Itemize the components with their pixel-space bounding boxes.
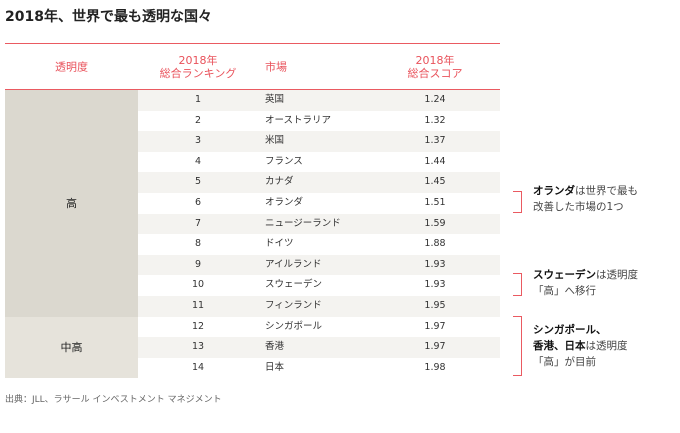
rank-cell: 11 [191,299,205,311]
market-cell: アイルランド [265,258,322,270]
market-cell: ドイツ [265,238,294,250]
rank-cell: 3 [194,135,202,147]
market-cell: カナダ [265,176,294,188]
market-cell: オランダ [265,196,304,208]
table-body: 高 中高 1 英国 1.24 2 オーストラリア 1.32 3 米国 1.37 4 フランス 1.44… [5,90,500,379]
group-mid-high: 中高 [5,316,138,379]
header-market: 市場 [265,60,287,73]
rank-cell: 10 [191,279,205,291]
table-header: 透明度 2018年 総合ランキング 市場 2018年 総合スコア [5,43,500,90]
transparency-table: 透明度 2018年 総合ランキング 市場 2018年 総合スコア 高 中高 1 英国 1… [5,43,500,379]
score-cell: 1.24 [424,94,446,105]
rank-cell: 2 [194,114,202,126]
market-cell: スウェーデン [265,279,323,291]
market-cell: フランス [265,155,303,167]
rank-cell: 9 [194,258,202,270]
score-cell: 1.45 [424,176,446,188]
note-asia: シンガポール、 香港、日本は透明度 「高」が目前 [533,324,628,368]
market-cell: フィンランド [265,299,322,311]
page-title: 2018年、世界で最も透明な国々 [5,9,212,25]
header-score: 2018年 総合スコア [407,53,463,80]
rank-cell: 6 [194,196,202,208]
table-row: 2 オーストラリア 1.32 [5,111,500,132]
market-cell: 香港 [265,341,285,353]
score-cell: 1.93 [424,279,446,291]
table-row: 6 オランダ 1.51 [5,193,500,214]
rank-cell: 5 [194,176,202,188]
table-row: 10 スウェーデン 1.93 [5,275,500,296]
note-netherlands: オランダは世界で最も 改善した市場の1つ [533,185,638,213]
group-high: 高 [5,90,138,317]
table-row: 12 シンガポール 1.97 [5,317,500,338]
score-cell: 1.97 [424,341,446,353]
score-cell: 1.59 [424,217,446,229]
market-cell: シンガポール [265,320,323,332]
market-cell: 英国 [265,94,285,105]
note-bracket [513,273,522,296]
market-cell: 日本 [265,361,285,373]
header-rank: 2018年 総合ランキング [159,53,237,80]
score-cell: 1.93 [424,258,446,270]
table-row: 14 日本 1.98 [5,358,500,379]
table-row: 4 フランス 1.44 [5,152,500,173]
rank-cell: 13 [191,341,205,353]
score-cell: 1.32 [424,114,446,126]
note-bracket [513,191,522,213]
market-cell: 米国 [265,135,285,147]
market-cell: オーストラリア [265,114,332,126]
score-cell: 1.88 [424,238,446,250]
source-note: 出典：JLL、ラサール インベストメント マネジメント [5,395,222,405]
rank-cell: 7 [194,217,202,229]
score-cell: 1.95 [424,299,446,311]
score-cell: 1.37 [424,135,446,147]
score-cell: 1.51 [424,196,446,208]
rank-cell: 12 [191,320,205,332]
score-cell: 1.44 [424,155,446,167]
rank-cell: 8 [194,238,202,250]
table-row: 8 ドイツ 1.88 [5,234,500,255]
rank-cell: 1 [194,94,202,105]
note-sweden: スウェーデンは透明度 「高」へ移行 [533,269,638,297]
header-transparency: 透明度 [55,60,88,73]
note-bracket [513,316,522,376]
rank-cell: 14 [191,361,205,373]
score-cell: 1.97 [424,320,446,332]
score-cell: 1.98 [424,361,446,373]
market-cell: ニュージーランド [265,217,341,229]
rank-cell: 4 [194,155,202,167]
